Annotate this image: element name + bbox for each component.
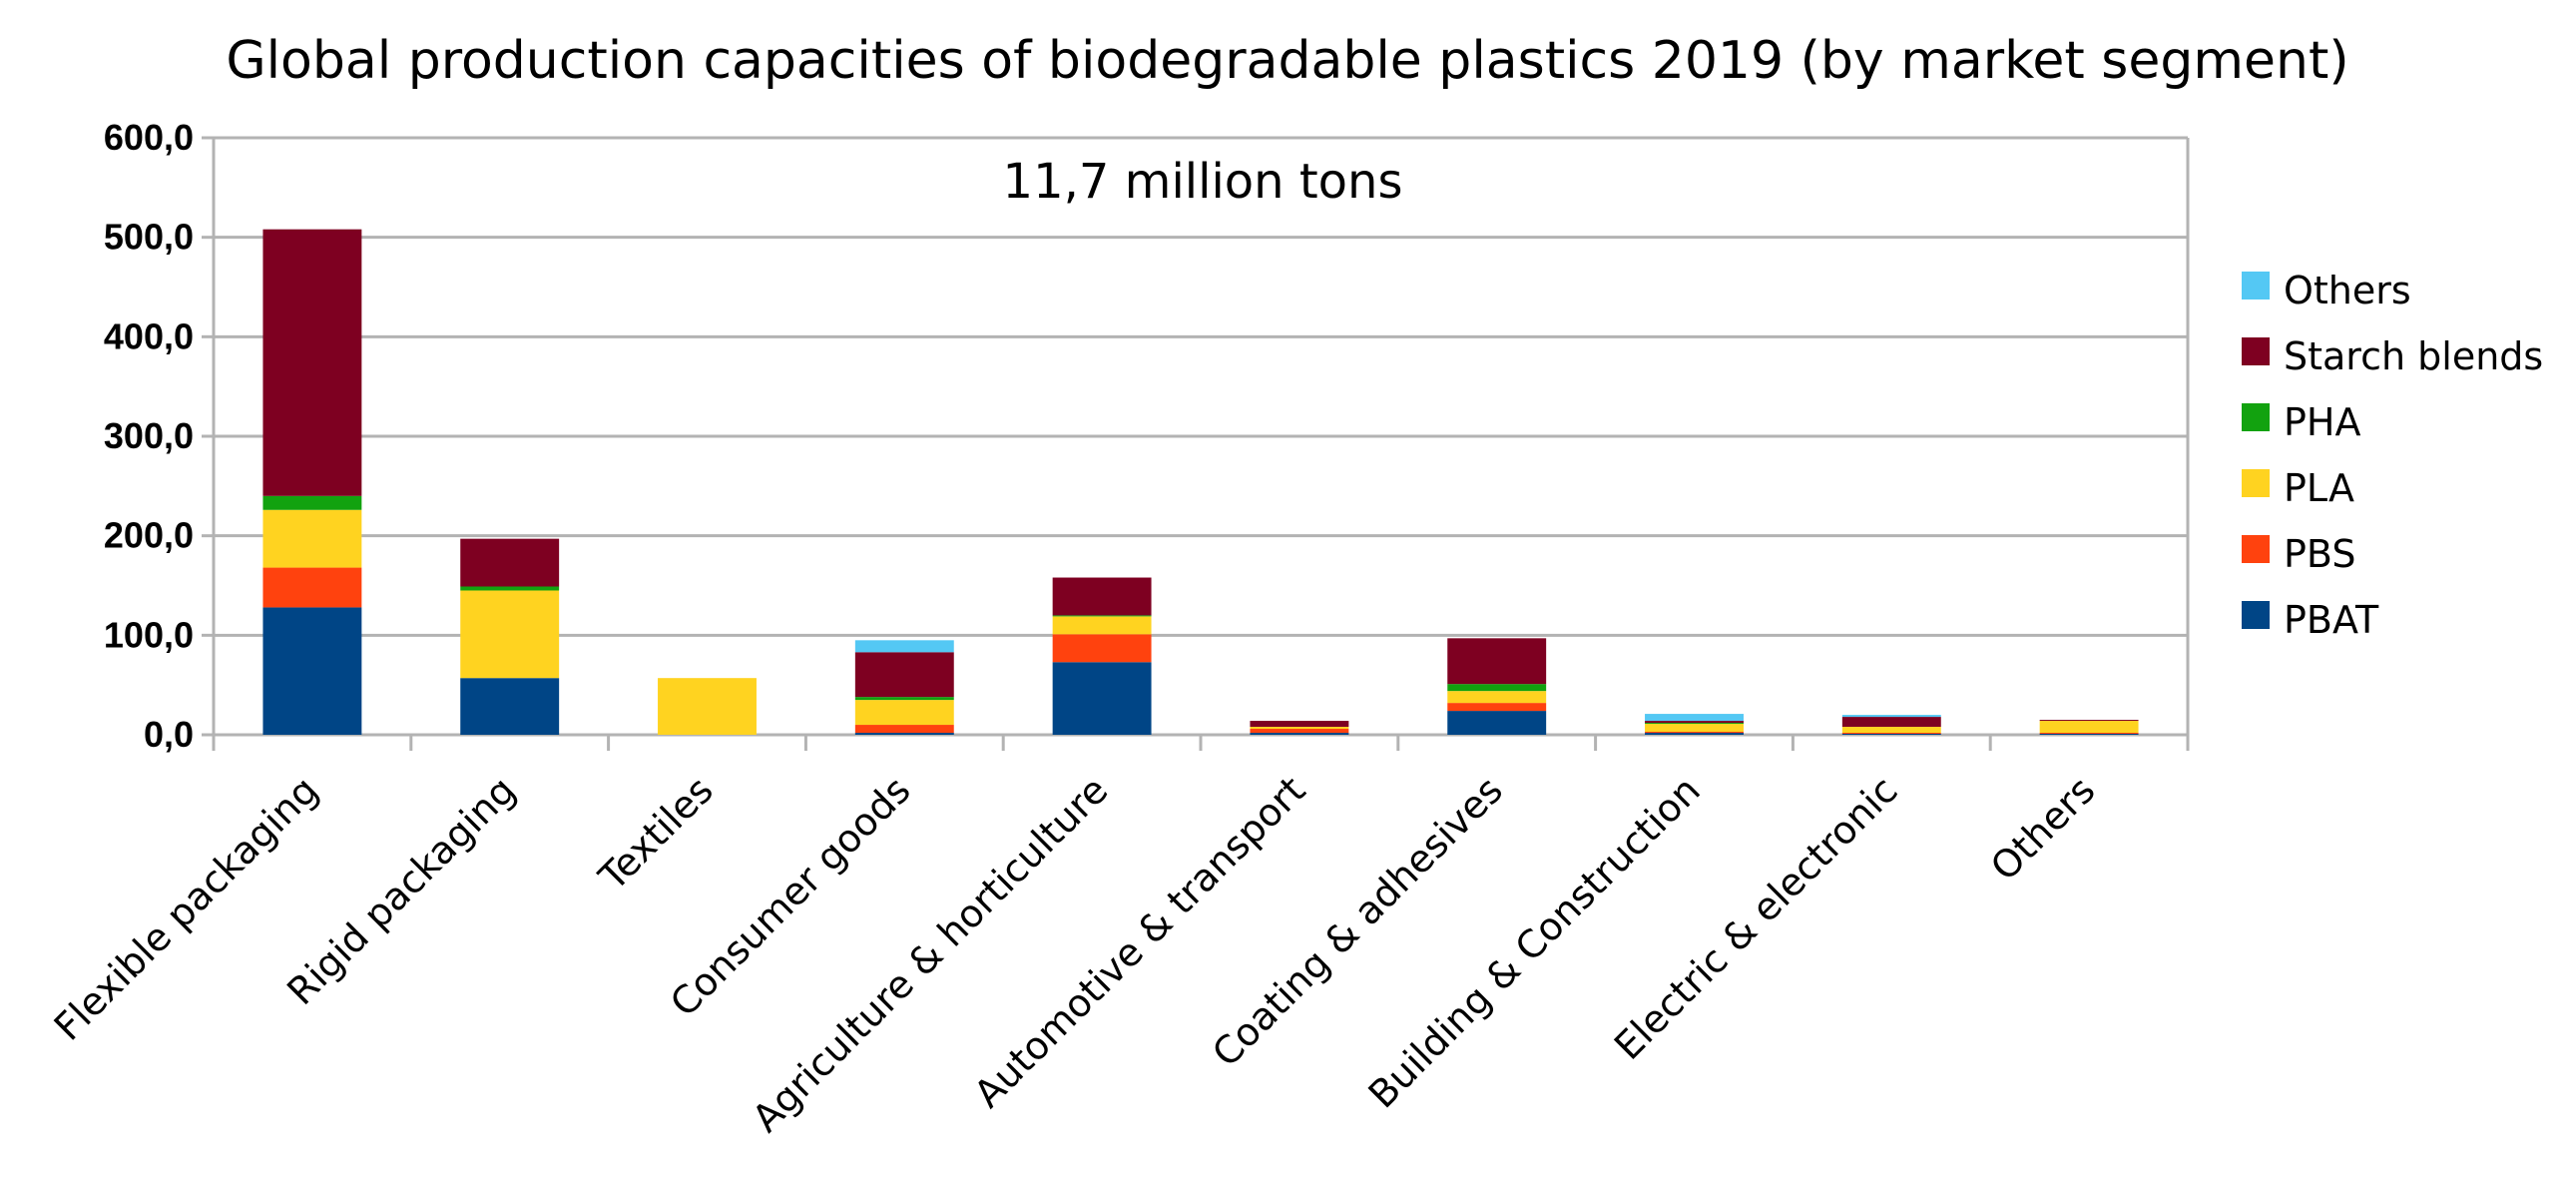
x-tick-label: Building & Construction (1360, 768, 1709, 1116)
bar-segment-pbat (2039, 734, 2139, 735)
bar-segment-starch-blends (1447, 638, 1547, 685)
bar-segment-pha (854, 697, 954, 701)
legend-label: PHA (2284, 400, 2360, 444)
y-tick-label: 400,0 (104, 315, 194, 356)
x-tick-label: Automotive & transport (966, 768, 1314, 1116)
bar-segment-starch-blends (1052, 577, 1152, 616)
y-tick-label: 200,0 (104, 515, 194, 556)
bar-segment-pbs (1841, 733, 1941, 735)
legend-swatch (2242, 601, 2270, 629)
chart-title: Global production capacities of biodegra… (226, 31, 2348, 91)
bar-segment-pbat (1447, 711, 1547, 735)
y-tick-label: 300,0 (104, 415, 194, 456)
bar-segment-pla (2039, 721, 2139, 734)
bar-segment-starch-blends (2039, 720, 2139, 722)
bar-segment-pla (1447, 691, 1547, 704)
bar-segment-pla (1052, 616, 1152, 635)
x-tick-label: Textiles (590, 768, 722, 899)
bar-segment-others (1841, 715, 1941, 718)
bar-segment-pla (262, 509, 362, 568)
bar-segment-pbs (262, 567, 362, 608)
x-tick-label: Others (1982, 768, 2103, 889)
legend-swatch (2242, 337, 2270, 365)
bar-segment-starch-blends (1841, 717, 1941, 728)
bar-segment-pla (854, 700, 954, 726)
bar-segment-pla (1250, 727, 1349, 730)
bar-segment-pbat (1052, 662, 1152, 735)
bar-segment-pbs (1447, 703, 1547, 712)
bar-segment-pha (460, 586, 560, 591)
y-tick-label: 600,0 (104, 117, 194, 158)
legend-swatch (2242, 469, 2270, 497)
bar-segment-pha (1052, 615, 1152, 617)
bar-segment-starch-blends (1250, 721, 1349, 728)
bar-segment-pha (1447, 684, 1547, 692)
bar-segment-pbs (2039, 733, 2139, 735)
bar-segment-starch-blends (460, 538, 560, 587)
y-tick-labels: 0,0 100,0 200,0 300,0 400,0 500,0 600,0 (104, 117, 194, 755)
y-tick-label: 0,0 (144, 714, 194, 755)
legend-label: Others (2284, 269, 2411, 312)
bar-segment-pha (262, 495, 362, 510)
bar-segment-pbat (854, 733, 954, 735)
bar-segment-pla (1841, 727, 1941, 734)
legend-label: PLA (2284, 466, 2354, 510)
total-annotation: 11,7 million tons (1003, 154, 1403, 210)
bar-segment-pbat (262, 607, 362, 735)
legend-label: Starch blends (2284, 334, 2543, 378)
bar-segment-pha (1645, 723, 1744, 725)
bar-segment-pbat (1645, 733, 1744, 735)
bar-segment-starch-blends (1645, 721, 1744, 724)
legend-label: PBS (2284, 532, 2355, 576)
legend-swatch (2242, 535, 2270, 563)
bar-segment-starch-blends (262, 229, 362, 496)
bar-segment-pbs (1250, 729, 1349, 734)
bar-segment-pbat (1250, 733, 1349, 735)
bar-segment-others (854, 640, 954, 653)
bar-segment-pbat (1841, 734, 1941, 735)
bar-segment-pla (460, 590, 560, 679)
bar-segment-others (1645, 714, 1744, 722)
legend-swatch (2242, 272, 2270, 300)
y-tick-label: 500,0 (104, 217, 194, 258)
bars (262, 229, 2139, 735)
bar-segment-starch-blends (854, 652, 954, 698)
bar-segment-pbs (1052, 634, 1152, 663)
bar-segment-pbs (854, 725, 954, 734)
legend-swatch (2242, 403, 2270, 431)
y-tick-label: 100,0 (104, 614, 194, 655)
bar-segment-pbs (1645, 732, 1744, 734)
legend: Others Starch blends PHA PLA PBS PBAT (2242, 269, 2543, 642)
bar-segment-pla (658, 678, 757, 735)
x-tick-label: Agriculture & horticulture (744, 768, 1116, 1140)
bar-segment-pbat (460, 678, 560, 735)
bar-segment-pla (1645, 724, 1744, 733)
x-tick-label: Flexible packaging (46, 768, 327, 1049)
legend-label: PBAT (2284, 598, 2379, 642)
